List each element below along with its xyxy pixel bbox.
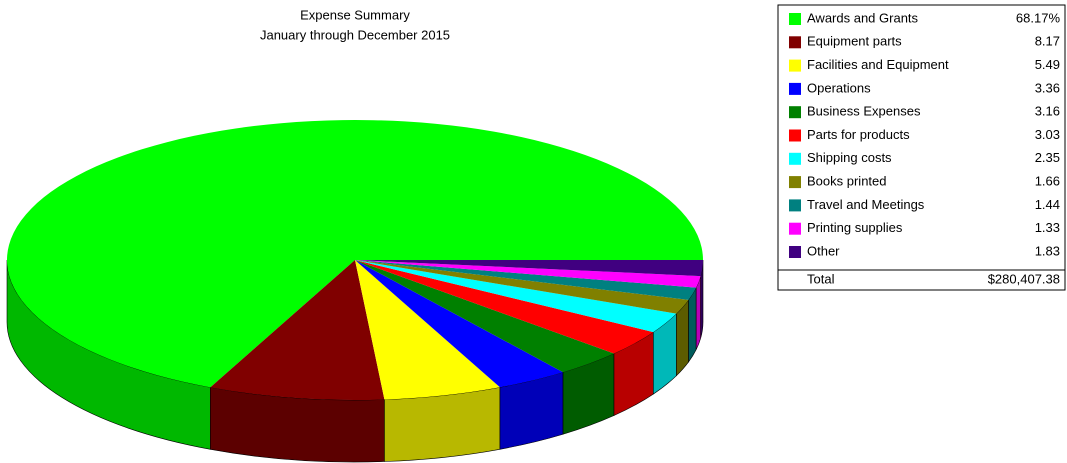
pie-slice	[355, 260, 654, 354]
pie-slice	[355, 260, 677, 333]
legend-swatch	[789, 152, 801, 165]
pie-slice	[210, 260, 385, 400]
legend-swatch	[789, 82, 801, 95]
pie-slice	[355, 260, 697, 300]
legend-label: Other	[807, 243, 840, 258]
pie-slice	[355, 260, 689, 314]
legend-value: 1.83	[1035, 243, 1060, 258]
legend-value: 2.35	[1035, 150, 1060, 165]
pie-slice	[355, 260, 500, 400]
legend-label: Books printed	[807, 174, 887, 189]
pie-slice	[355, 260, 564, 388]
total-label: Total	[807, 271, 835, 286]
legend-swatch	[789, 36, 801, 49]
legend-value: 1.33	[1035, 220, 1060, 235]
legend-label: Travel and Meetings	[807, 197, 925, 212]
legend-swatch	[789, 59, 801, 72]
pie-side	[688, 287, 697, 363]
legend-label: Operations	[807, 80, 871, 95]
legend-label: Printing supplies	[807, 220, 903, 235]
legend-label: Business Expenses	[807, 104, 921, 119]
legend-swatch	[789, 106, 801, 119]
pie-side	[695, 275, 702, 350]
legend-value: 3.16	[1035, 104, 1060, 119]
legend-value: 8.17	[1035, 34, 1060, 49]
legend-value: 1.66	[1035, 174, 1060, 189]
chart-subtitle: January through December 2015	[260, 27, 450, 42]
legend-label: Awards and Grants	[807, 10, 919, 25]
chart-title: Expense Summary	[300, 7, 410, 22]
legend-box	[777, 4, 1066, 291]
pie-slice	[6, 119, 703, 388]
legend-label: Parts for products	[807, 127, 910, 142]
legend-swatch	[789, 246, 801, 258]
legend-label: Facilities and Equipment	[807, 57, 949, 72]
legend-label: Shipping costs	[807, 150, 892, 165]
legend-value: 68.17%	[1016, 10, 1061, 25]
legend-value: 3.03	[1035, 127, 1060, 142]
pie-slice	[355, 260, 614, 373]
legend-value: 1.44	[1035, 197, 1060, 212]
pie-slice	[355, 260, 703, 277]
legend-swatch	[789, 176, 801, 189]
legend-swatch	[789, 199, 801, 212]
legend-value: 5.49	[1035, 57, 1060, 72]
legend-swatch	[789, 222, 801, 235]
legend-swatch	[789, 13, 801, 25]
pie-slice	[355, 260, 701, 288]
legend-value: 3.36	[1035, 80, 1060, 95]
legend-swatch	[789, 129, 801, 142]
total-value: $280,407.38	[988, 271, 1060, 286]
legend-label: Equipment parts	[807, 34, 902, 49]
